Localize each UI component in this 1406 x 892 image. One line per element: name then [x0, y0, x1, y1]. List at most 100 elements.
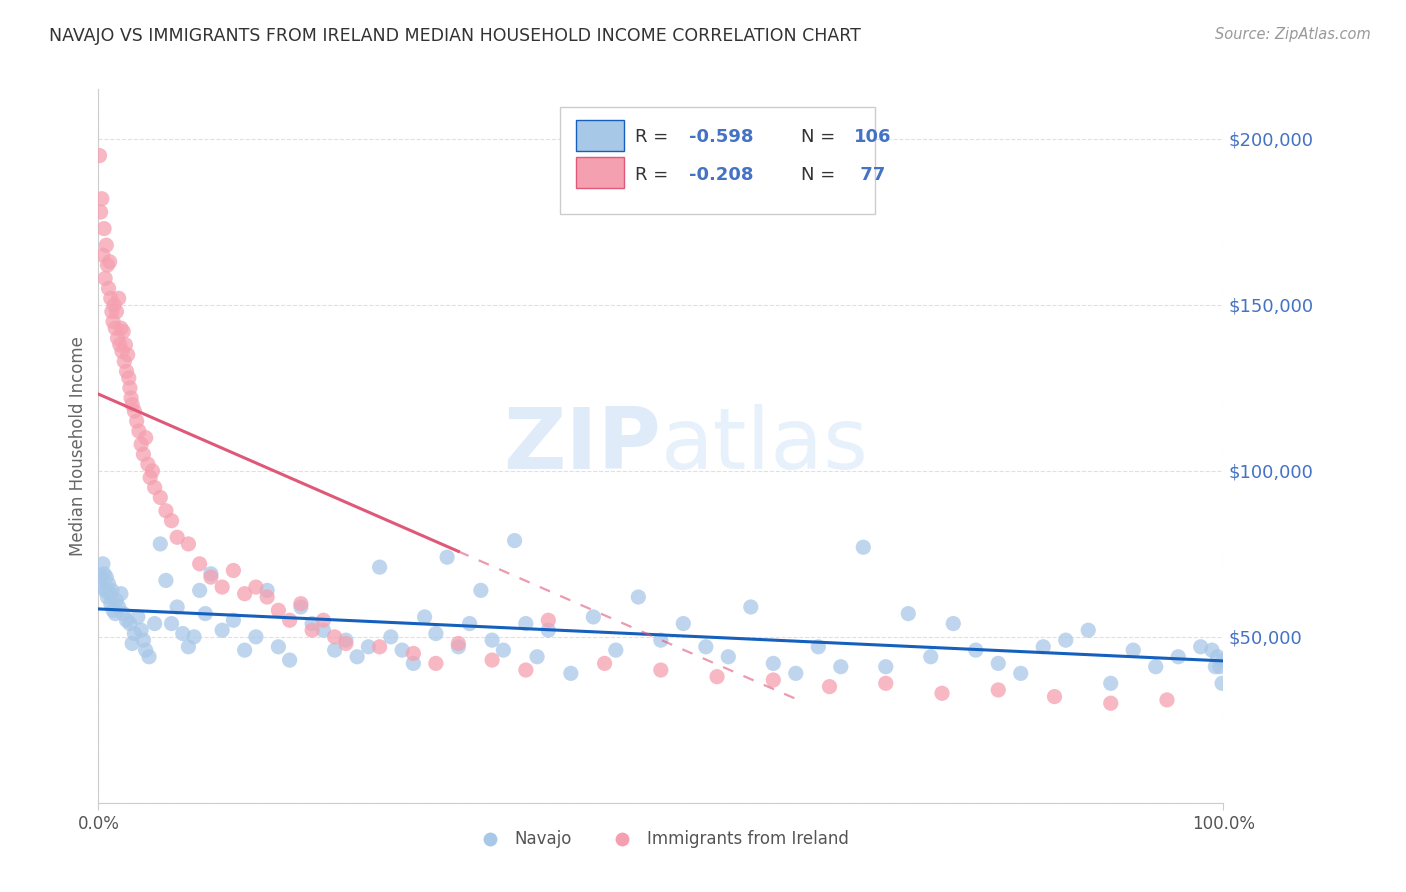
Point: [335, 633, 357, 648]
Point: [425, 626, 447, 640]
Point: [1206, 649, 1229, 664]
FancyBboxPatch shape: [560, 107, 875, 214]
Point: [807, 640, 830, 654]
Point: [526, 649, 548, 664]
Point: [194, 607, 217, 621]
Point: [135, 643, 157, 657]
Point: [160, 514, 183, 528]
Point: [1144, 659, 1167, 673]
Point: [118, 371, 141, 385]
Point: [177, 537, 200, 551]
Point: [256, 590, 278, 604]
Point: [136, 457, 159, 471]
Point: [1122, 643, 1144, 657]
Point: [128, 424, 150, 438]
Point: [447, 636, 470, 650]
Text: -0.598: -0.598: [689, 128, 754, 146]
Point: [897, 607, 920, 621]
Point: [402, 647, 425, 661]
Point: [118, 381, 141, 395]
Point: [172, 626, 194, 640]
Point: [875, 659, 897, 673]
Point: [155, 504, 177, 518]
Point: [132, 447, 155, 461]
Point: [357, 640, 380, 654]
Point: [127, 610, 149, 624]
Point: [942, 616, 965, 631]
Point: [785, 666, 807, 681]
Point: [112, 325, 135, 339]
Point: [90, 570, 112, 584]
Point: [121, 397, 143, 411]
Point: [290, 597, 312, 611]
Point: [90, 192, 112, 206]
Point: [245, 630, 267, 644]
Point: [402, 657, 425, 671]
Point: [188, 583, 211, 598]
Point: [91, 248, 114, 262]
Point: [470, 583, 492, 598]
Point: [695, 640, 717, 654]
Point: [413, 610, 436, 624]
Point: [965, 643, 987, 657]
Point: [368, 560, 391, 574]
Point: [135, 431, 157, 445]
Point: [1077, 624, 1099, 638]
Point: [149, 537, 172, 551]
Point: [97, 281, 120, 295]
Point: [107, 331, 129, 345]
Point: [481, 633, 503, 648]
Point: [503, 533, 526, 548]
Point: [987, 657, 1010, 671]
Point: [177, 640, 200, 654]
Point: [931, 686, 953, 700]
Point: [183, 630, 205, 644]
Point: [94, 271, 117, 285]
Point: [120, 391, 142, 405]
Legend: Navajo, Immigrants from Ireland: Navajo, Immigrants from Ireland: [467, 824, 855, 855]
Point: [830, 659, 852, 673]
Point: [481, 653, 503, 667]
Point: [1156, 693, 1178, 707]
Point: [1209, 659, 1232, 673]
Point: [323, 643, 346, 657]
Point: [100, 291, 122, 305]
Point: [1099, 676, 1122, 690]
Y-axis label: Median Household Income: Median Household Income: [69, 336, 87, 556]
Point: [105, 593, 128, 607]
Point: [323, 630, 346, 644]
Point: [108, 338, 131, 352]
Point: [149, 491, 172, 505]
Point: [114, 338, 136, 352]
Point: [368, 640, 391, 654]
Point: [125, 414, 148, 428]
Point: [115, 364, 138, 378]
Point: [124, 626, 146, 640]
Point: [920, 649, 942, 664]
Point: [138, 649, 160, 664]
Text: Source: ZipAtlas.com: Source: ZipAtlas.com: [1215, 27, 1371, 42]
Point: [627, 590, 650, 604]
Text: ZIP: ZIP: [503, 404, 661, 488]
Point: [425, 657, 447, 671]
Text: N =: N =: [801, 128, 841, 146]
Point: [141, 464, 163, 478]
Point: [211, 580, 233, 594]
Point: [112, 607, 135, 621]
Point: [112, 354, 135, 368]
Point: [987, 682, 1010, 697]
Point: [93, 221, 115, 235]
Point: [605, 643, 627, 657]
Point: [458, 616, 481, 631]
Point: [107, 599, 129, 614]
Text: -0.208: -0.208: [689, 166, 754, 184]
Point: [256, 583, 278, 598]
Point: [391, 643, 413, 657]
Text: 106: 106: [855, 128, 891, 146]
Point: [447, 640, 470, 654]
Point: [124, 404, 146, 418]
Point: [222, 613, 245, 627]
Point: [1167, 649, 1189, 664]
Point: [1032, 640, 1054, 654]
Point: [101, 314, 124, 328]
